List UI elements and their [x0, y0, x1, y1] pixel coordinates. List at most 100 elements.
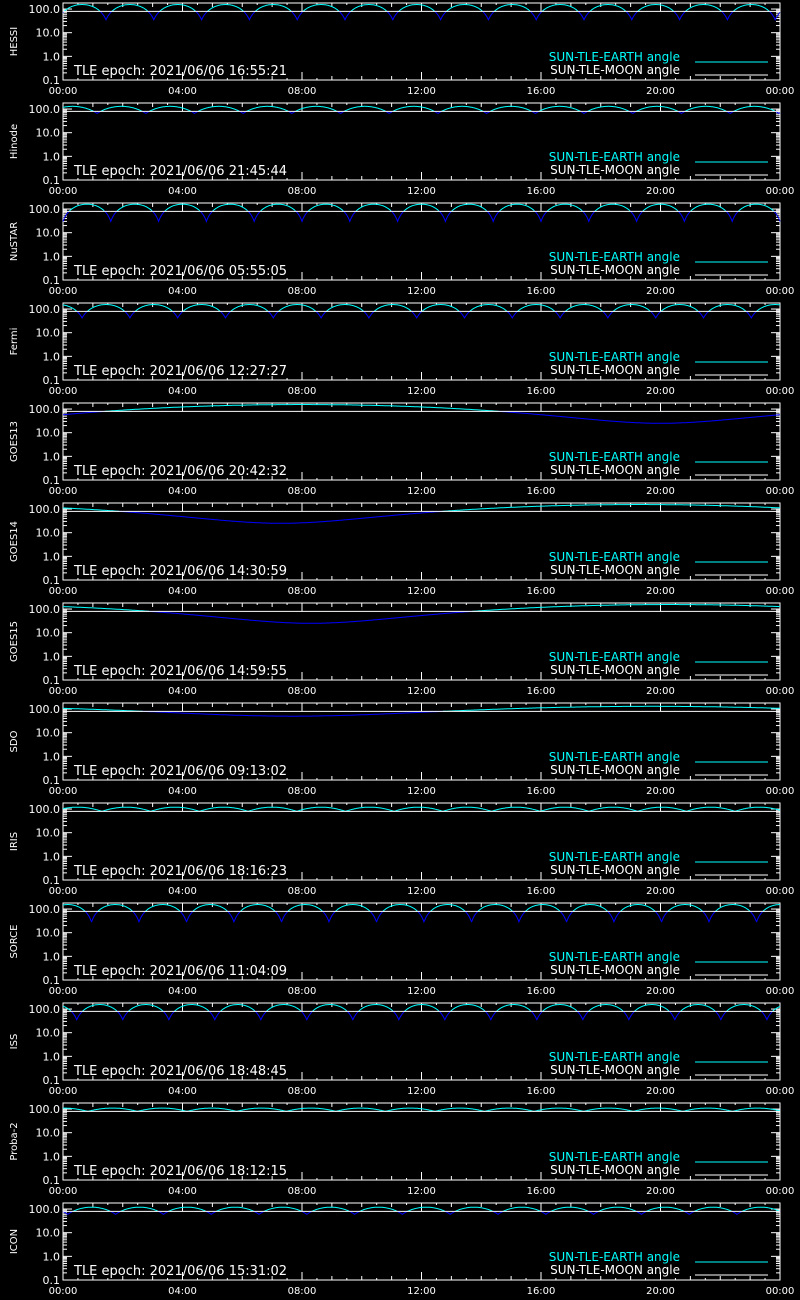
satellite-label: ICON — [9, 1229, 20, 1254]
series-line-sun-tle-earth — [321, 910, 336, 924]
x-tick-label: 04:00 — [168, 786, 197, 797]
series-line-sun-tle-earth — [62, 304, 78, 312]
x-tick-label: 08:00 — [288, 386, 317, 397]
series-line-sun-tle-earth — [468, 304, 508, 313]
panel-icon: 0.1 1.0 10.0 100.0 00:00 04:00 08:00 12:00 16:00… — [9, 1202, 794, 1297]
satellite-label: GOES15 — [9, 621, 20, 662]
x-tick-label: 16:00 — [527, 486, 556, 497]
series-line-sun-tle-earth — [259, 203, 296, 212]
series-line-sun-tle-earth — [731, 1210, 743, 1215]
series-line-sun-tle-earth — [315, 310, 327, 319]
series-line-sun-tle-earth — [445, 4, 483, 13]
series-line-sun-tle-earth — [100, 105, 143, 112]
series-line-sun-tle-earth — [572, 904, 608, 912]
series-line-sun-tle-earth — [540, 1210, 551, 1215]
series-line-sun-tle-earth — [625, 10, 638, 21]
legend-earth-label: SUN-TLE-EARTH angle — [549, 1250, 680, 1264]
legend-moon-label: SUN-TLE-MOON angle — [550, 263, 680, 277]
series-line-sun-tle-earth — [205, 1210, 217, 1215]
series-line-sun-tle-earth — [495, 1004, 532, 1012]
series-line-sun-tle-earth — [581, 210, 596, 223]
series-line-sun-tle-earth — [442, 504, 780, 512]
tle-epoch-label: TLE epoch: 2021/06/06 12:27:27 — [73, 364, 287, 379]
x-tick-label: 04:00 — [168, 1086, 197, 1097]
series-line-sun-tle-earth — [369, 910, 384, 923]
series-line-sun-tle-earth — [760, 1010, 773, 1021]
x-tick-label: 00:00 — [49, 1186, 78, 1197]
series-line-sun-tle-earth — [554, 310, 566, 319]
series-line-sun-tle-earth — [226, 910, 241, 924]
x-tick-label: 00:00 — [49, 1286, 78, 1297]
series-line-sun-tle-earth — [350, 4, 388, 13]
series-line-sun-tle-earth — [576, 1010, 589, 1021]
legend-earth-label: SUN-TLE-EARTH angle — [549, 450, 680, 464]
series-line-sun-tle-earth — [541, 1004, 578, 1012]
series-line-sun-tle-earth — [594, 203, 631, 212]
x-tick-label: 08:00 — [288, 986, 317, 997]
series-line-sun-tle-earth — [239, 904, 276, 913]
tle-epoch-label: TLE epoch: 2021/06/06 20:42:32 — [73, 464, 287, 479]
x-tick-label: 00:00 — [766, 786, 795, 797]
series-line-sun-tle-earth — [701, 910, 716, 924]
y-tick-label: 10.0 — [36, 227, 61, 240]
tle-epoch-label: TLE epoch: 2021/06/06 09:13:02 — [73, 764, 287, 779]
x-tick-label: 04:00 — [168, 486, 197, 497]
series-line-sun-tle-earth — [762, 904, 780, 912]
series-line-sun-tle-earth — [343, 105, 386, 112]
series-line-sun-tle-earth — [62, 1005, 72, 1012]
y-tick-label: 100.0 — [29, 1203, 61, 1216]
x-tick-label: 04:00 — [168, 386, 197, 397]
x-tick-label: 00:00 — [766, 1186, 795, 1197]
panel-fermi: 0.1 1.0 10.0 100.0 00:00 04:00 08:00 12:00 16:00… — [9, 302, 794, 397]
x-tick-label: 00:00 — [49, 586, 78, 597]
series-line-sun-tle-earth — [287, 904, 323, 912]
series-line-sun-tle-earth — [602, 310, 614, 319]
x-tick-label: 12:00 — [407, 986, 436, 997]
x-tick-label: 16:00 — [527, 1286, 556, 1297]
series-line-sun-tle-earth — [690, 203, 726, 212]
y-tick-label: 10.0 — [36, 927, 61, 940]
series-line-sun-tle-earth — [434, 10, 447, 21]
x-tick-label: 04:00 — [168, 986, 197, 997]
tle-epoch-label: TLE epoch: 2021/06/06 18:16:23 — [73, 864, 287, 879]
x-tick-label: 12:00 — [407, 286, 436, 297]
x-tick-label: 12:00 — [407, 586, 436, 597]
y-tick-label: 1.0 — [43, 50, 61, 63]
series-line-sun-tle-earth — [438, 210, 452, 223]
series-line-sun-tle-earth — [745, 310, 757, 319]
series-line-sun-tle-earth — [438, 1010, 451, 1021]
series-line-sun-tle-earth — [63, 1107, 781, 1112]
y-tick-label: 0.1 — [43, 874, 61, 887]
series-line-sun-tle-earth — [451, 203, 487, 212]
series-line-sun-tle-earth — [580, 110, 588, 114]
y-tick-label: 0.1 — [43, 574, 61, 587]
x-tick-label: 16:00 — [527, 286, 556, 297]
legend-moon-label: SUN-TLE-MOON angle — [550, 863, 680, 877]
x-tick-label: 00:00 — [766, 1086, 795, 1097]
x-tick-label: 16:00 — [527, 686, 556, 697]
legend-earth-label: SUN-TLE-EARTH angle — [549, 250, 680, 264]
series-line-sun-tle-earth — [697, 310, 709, 319]
series-line-sun-tle-earth — [70, 1010, 83, 1021]
legend-earth-label: SUN-TLE-EARTH angle — [549, 50, 680, 64]
satellite-label: Fermi — [9, 328, 20, 356]
series-line-sun-tle-earth — [506, 310, 518, 319]
series-line-sun-tle-earth — [679, 1004, 716, 1012]
series-line-sun-tle-earth — [151, 210, 165, 223]
series-line-sun-tle-earth — [589, 4, 627, 13]
series-line-sun-tle-earth — [311, 1206, 350, 1212]
legend-earth-label: SUN-TLE-EARTH angle — [549, 350, 680, 364]
y-tick-label: 0.1 — [43, 374, 61, 387]
series-line-sun-tle-earth — [684, 4, 722, 13]
x-tick-label: 08:00 — [288, 786, 317, 797]
series-line-sun-tle-earth — [619, 904, 656, 913]
series-line-sun-tle-earth — [403, 1004, 440, 1012]
x-tick-label: 00:00 — [766, 486, 795, 497]
series-line-sun-tle-earth — [295, 105, 337, 112]
series-line-sun-tle-earth — [274, 910, 289, 923]
x-tick-label: 00:00 — [49, 86, 78, 97]
x-tick-label: 08:00 — [288, 86, 317, 97]
series-line-sun-tle-earth — [733, 105, 776, 112]
series-line-sun-tle-earth — [564, 304, 603, 313]
series-line-sun-tle-earth — [492, 1210, 504, 1215]
